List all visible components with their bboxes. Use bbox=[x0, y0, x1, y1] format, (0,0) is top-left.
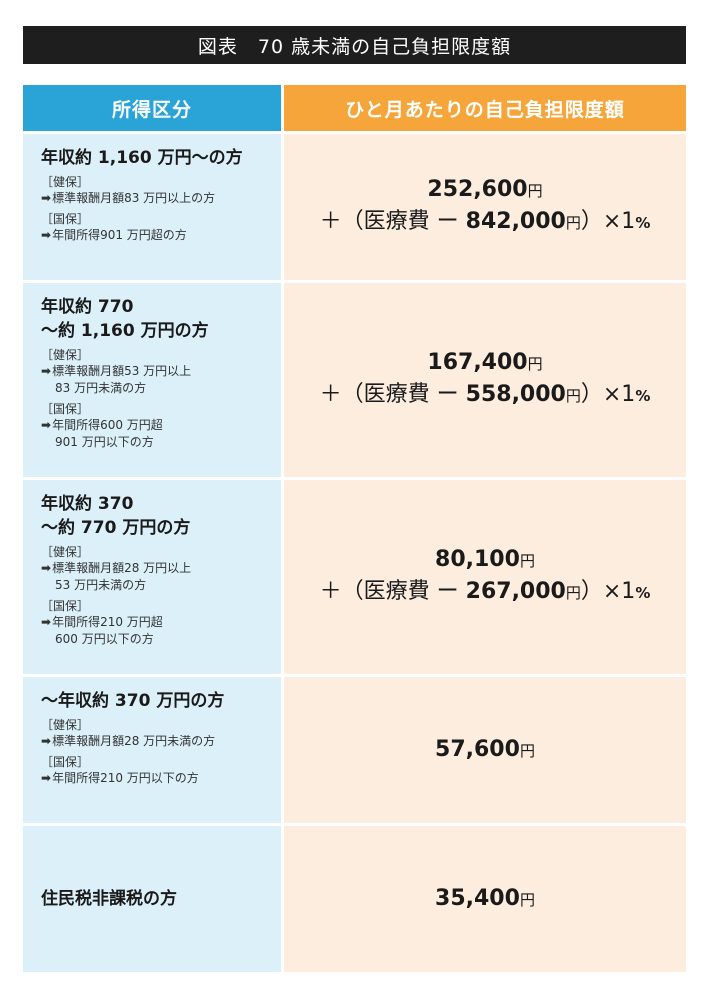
kokuho-detail: 600 万円以下の方 bbox=[55, 632, 154, 646]
kokuho-detail: ➡年間所得210 万円超 bbox=[41, 615, 163, 629]
formula: ＋（医療費 ー 842,000円）×1% bbox=[319, 209, 651, 234]
kenpo-detail: 53 万円未満の方 bbox=[55, 578, 147, 592]
income-cell: 住民税非課税の方 bbox=[23, 826, 281, 972]
kenpo-detail: 83 万円未満の方 bbox=[55, 381, 147, 395]
table-row: 年収約 770 ～約 1,160 万円の方 ［健保］ ➡標準報酬月額53 万円以… bbox=[23, 283, 686, 477]
figure-title: 図表 70 歳未満の自己負担限度額 bbox=[23, 26, 686, 64]
kokuho-detail: ➡年間所得901 万円超の方 bbox=[41, 228, 187, 242]
base-amount: 35,400円 bbox=[435, 885, 535, 911]
table-row: ～年収約 370 万円の方 ［健保］ ➡標準報酬月額28 万円未満の方 ［国保］… bbox=[23, 677, 686, 823]
limit-cell: 35,400円 bbox=[284, 826, 686, 972]
kenpo-detail: ➡標準報酬月額28 万円以上 bbox=[41, 561, 192, 575]
table-row: 年収約 370 ～約 770 万円の方 ［健保］ ➡標準報酬月額28 万円以上 … bbox=[23, 480, 686, 674]
income-cell: 年収約 770 ～約 1,160 万円の方 ［健保］ ➡標準報酬月額53 万円以… bbox=[23, 283, 281, 477]
arrow-right-icon: ➡ bbox=[41, 771, 52, 785]
kenpo-tag: ［健保］ bbox=[41, 718, 90, 732]
arrow-right-icon: ➡ bbox=[41, 191, 52, 205]
income-cell: ～年収約 370 万円の方 ［健保］ ➡標準報酬月額28 万円未満の方 ［国保］… bbox=[23, 677, 281, 823]
base-amount: 80,100円 bbox=[435, 547, 535, 572]
limit-cell: 167,400円 ＋（医療費 ー 558,000円）×1% bbox=[284, 283, 686, 477]
limit-cell: 252,600円 ＋（医療費 ー 842,000円）×1% bbox=[284, 134, 686, 280]
formula: ＋（医療費 ー 267,000円）×1% bbox=[319, 579, 651, 604]
header-monthly-limit: ひと月あたりの自己負担限度額 bbox=[284, 85, 686, 131]
arrow-right-icon: ➡ bbox=[41, 734, 52, 748]
kenpo-tag: ［健保］ bbox=[41, 175, 90, 189]
kenpo-detail: ➡標準報酬月額53 万円以上 bbox=[41, 364, 192, 378]
kokuho-detail: 901 万円以下の方 bbox=[55, 435, 154, 449]
base-amount: 57,600円 bbox=[435, 736, 535, 762]
table-row: 年収約 1,160 万円～の方 ［健保］ ➡標準報酬月額83 万円以上の方 ［国… bbox=[23, 134, 686, 280]
income-range: 年収約 370 bbox=[41, 494, 134, 514]
income-range: 住民税非課税の方 bbox=[41, 889, 177, 909]
income-range: 年収約 770 bbox=[41, 297, 134, 317]
income-cell: 年収約 370 ～約 770 万円の方 ［健保］ ➡標準報酬月額28 万円以上 … bbox=[23, 480, 281, 674]
limit-table: 所得区分 ひと月あたりの自己負担限度額 年収約 1,160 万円～の方 ［健保］… bbox=[23, 85, 686, 975]
kenpo-detail: ➡標準報酬月額28 万円未満の方 bbox=[41, 734, 216, 748]
table-row: 住民税非課税の方 35,400円 bbox=[23, 826, 686, 972]
income-range: ～約 1,160 万円の方 bbox=[41, 321, 209, 341]
kokuho-detail: ➡年間所得210 万円以下の方 bbox=[41, 771, 199, 785]
income-range: 年収約 1,160 万円～の方 bbox=[41, 148, 243, 168]
arrow-right-icon: ➡ bbox=[41, 418, 52, 432]
limit-cell: 57,600円 bbox=[284, 677, 686, 823]
arrow-right-icon: ➡ bbox=[41, 615, 52, 629]
kenpo-tag: ［健保］ bbox=[41, 545, 90, 559]
base-amount: 167,400円 bbox=[427, 350, 543, 375]
kokuho-tag: ［国保］ bbox=[41, 755, 90, 769]
kokuho-tag: ［国保］ bbox=[41, 212, 90, 226]
kokuho-tag: ［国保］ bbox=[41, 402, 90, 416]
formula: ＋（医療費 ー 558,000円）×1% bbox=[319, 382, 651, 407]
kokuho-tag: ［国保］ bbox=[41, 599, 90, 613]
limit-cell: 80,100円 ＋（医療費 ー 267,000円）×1% bbox=[284, 480, 686, 674]
table-header: 所得区分 ひと月あたりの自己負担限度額 bbox=[23, 85, 686, 131]
kokuho-detail: ➡年間所得600 万円超 bbox=[41, 418, 163, 432]
base-amount: 252,600円 bbox=[427, 177, 543, 202]
income-range: ～年収約 370 万円の方 bbox=[41, 691, 225, 711]
income-cell: 年収約 1,160 万円～の方 ［健保］ ➡標準報酬月額83 万円以上の方 ［国… bbox=[23, 134, 281, 280]
arrow-right-icon: ➡ bbox=[41, 364, 52, 378]
header-income-category: 所得区分 bbox=[23, 85, 281, 131]
arrow-right-icon: ➡ bbox=[41, 228, 52, 242]
kenpo-tag: ［健保］ bbox=[41, 348, 90, 362]
income-range: ～約 770 万円の方 bbox=[41, 518, 191, 538]
kenpo-detail: ➡標準報酬月額83 万円以上の方 bbox=[41, 191, 216, 205]
arrow-right-icon: ➡ bbox=[41, 561, 52, 575]
